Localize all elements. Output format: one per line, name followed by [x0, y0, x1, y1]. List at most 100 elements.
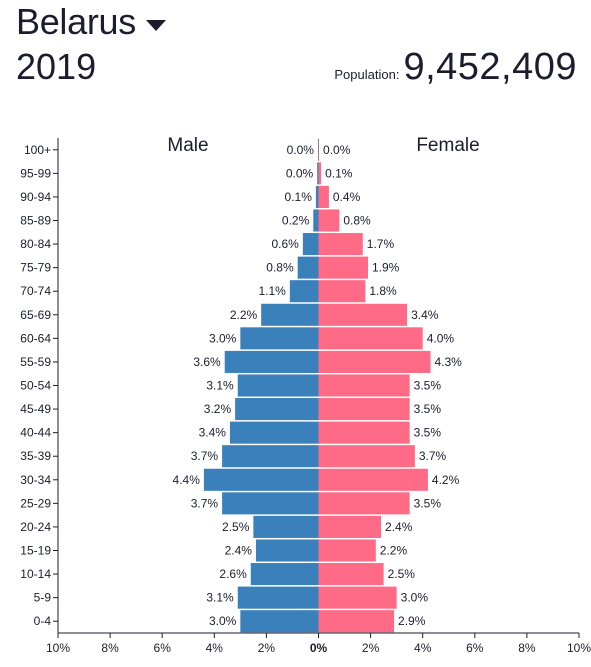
bar-female-40-44 [318, 421, 410, 444]
bar-female-60-64 [318, 327, 423, 350]
value-label-male-10-14: 2.6% [219, 567, 247, 581]
bar-male-100+ [317, 138, 319, 161]
bar-male-85-89 [313, 209, 319, 232]
value-label-female-0-4: 2.9% [398, 614, 426, 628]
value-label-female-30-34: 4.2% [432, 473, 460, 487]
bar-male-40-44 [229, 421, 319, 444]
bar-female-95-99 [318, 162, 322, 185]
y-tick-label-65-69: 65-69 [20, 308, 51, 322]
y-tick-label-75-79: 75-79 [20, 261, 51, 275]
value-label-female-70-74: 1.8% [369, 284, 397, 298]
bar-male-35-39 [222, 445, 319, 468]
bar-female-100+ [318, 138, 320, 161]
bar-female-0-4 [318, 610, 395, 633]
value-label-female-10-14: 2.5% [388, 567, 416, 581]
bar-female-30-34 [318, 468, 428, 491]
y-tick-label-5-9: 5-9 [34, 591, 52, 605]
population-readout: Population: 9,452,409 [334, 45, 577, 89]
bar-female-5-9 [318, 586, 397, 609]
value-label-female-40-44: 3.5% [414, 426, 442, 440]
x-tick-label-1: 8% [101, 641, 119, 655]
bar-female-70-74 [318, 280, 366, 303]
bar-male-20-24 [253, 515, 319, 538]
population-value: 9,452,409 [403, 46, 577, 88]
bar-male-70-74 [289, 280, 319, 303]
bar-female-45-49 [318, 398, 410, 421]
y-tick-label-30-34: 30-34 [20, 473, 51, 487]
value-labels-layer: 0.0% 0.0% 0.0% 0.1% 0.1% 0.4% 0.2% 0.8% 0.6% 1.7%… [173, 143, 463, 628]
bar-female-20-24 [318, 515, 382, 538]
x-tick-label-8: 6% [466, 641, 484, 655]
value-label-male-90-94: 0.1% [285, 190, 313, 204]
x-tick-label-6: 2% [362, 641, 380, 655]
value-label-female-5-9: 3.0% [401, 591, 429, 605]
x-tick-label-4: 2% [258, 641, 276, 655]
value-label-female-60-64: 4.0% [427, 331, 455, 345]
y-tick-label-20-24: 20-24 [20, 520, 51, 534]
y-tick-label-70-74: 70-74 [20, 284, 51, 298]
value-label-female-55-59: 4.3% [435, 355, 463, 369]
bar-male-60-64 [240, 327, 319, 350]
y-tick-label-15-19: 15-19 [20, 544, 51, 558]
y-tick-label-50-54: 50-54 [20, 379, 51, 393]
bar-female-55-59 [318, 350, 431, 373]
legend-female: Female [416, 135, 479, 156]
bar-female-35-39 [318, 445, 415, 468]
bar-female-25-29 [318, 492, 410, 515]
value-label-female-85-89: 0.8% [343, 214, 371, 228]
country-selector[interactable]: Belarus [16, 2, 166, 42]
year-label: 2019 [16, 46, 97, 87]
value-label-male-85-89: 0.2% [282, 214, 310, 228]
y-tick-label-95-99: 95-99 [20, 166, 51, 180]
y-tick-label-80-84: 80-84 [20, 237, 51, 251]
bar-male-95-99 [317, 162, 319, 185]
value-label-male-40-44: 3.4% [199, 426, 227, 440]
value-label-male-65-69: 2.2% [230, 308, 258, 322]
y-tick-label-90-94: 90-94 [20, 190, 51, 204]
bar-male-50-54 [237, 374, 319, 397]
bar-male-25-29 [222, 492, 319, 515]
legend-male: Male [167, 135, 208, 156]
value-label-male-100+: 0.0% [287, 143, 315, 157]
bars-layer [203, 138, 431, 633]
value-label-male-60-64: 3.0% [209, 331, 237, 345]
bar-male-0-4 [240, 610, 319, 633]
value-label-male-45-49: 3.2% [204, 402, 232, 416]
bar-female-80-84 [318, 233, 363, 256]
x-tick-label-5: 0% [310, 641, 328, 655]
bar-female-85-89 [318, 209, 340, 232]
value-label-male-80-84: 0.6% [272, 237, 300, 251]
x-tick-label-0: 10% [46, 641, 70, 655]
value-label-male-70-74: 1.1% [258, 284, 286, 298]
y-tick-label-35-39: 35-39 [20, 449, 51, 463]
value-label-female-15-19: 2.2% [380, 544, 408, 558]
value-label-female-45-49: 3.5% [414, 402, 442, 416]
y-tick-label-0-4: 0-4 [34, 614, 52, 628]
population-label: Population: [334, 67, 400, 82]
bar-female-10-14 [318, 563, 384, 586]
value-label-female-80-84: 1.7% [367, 237, 395, 251]
y-tick-label-25-29: 25-29 [20, 496, 51, 510]
value-label-male-30-34: 4.4% [173, 473, 201, 487]
bar-male-55-59 [224, 350, 319, 373]
bar-male-5-9 [237, 586, 319, 609]
bar-male-90-94 [315, 185, 319, 208]
value-label-female-20-24: 2.4% [385, 520, 413, 534]
x-tick-label-10: 10% [567, 641, 591, 655]
caret-down-icon[interactable] [145, 19, 166, 31]
bar-male-30-34 [203, 468, 319, 491]
bar-female-50-54 [318, 374, 410, 397]
value-label-female-65-69: 3.4% [411, 308, 439, 322]
x-tick-label-2: 6% [154, 641, 172, 655]
value-label-male-50-54: 3.1% [206, 379, 234, 393]
y-tick-label-100+: 100+ [24, 143, 51, 157]
bar-female-90-94 [318, 185, 329, 208]
x-tick-label-9: 8% [518, 641, 536, 655]
y-tick-label-60-64: 60-64 [20, 331, 51, 345]
country-title: Belarus [16, 1, 136, 42]
value-label-male-0-4: 3.0% [209, 614, 237, 628]
value-label-male-95-99: 0.0% [286, 166, 314, 180]
y-tick-label-45-49: 45-49 [20, 402, 51, 416]
value-label-female-35-39: 3.7% [419, 449, 447, 463]
